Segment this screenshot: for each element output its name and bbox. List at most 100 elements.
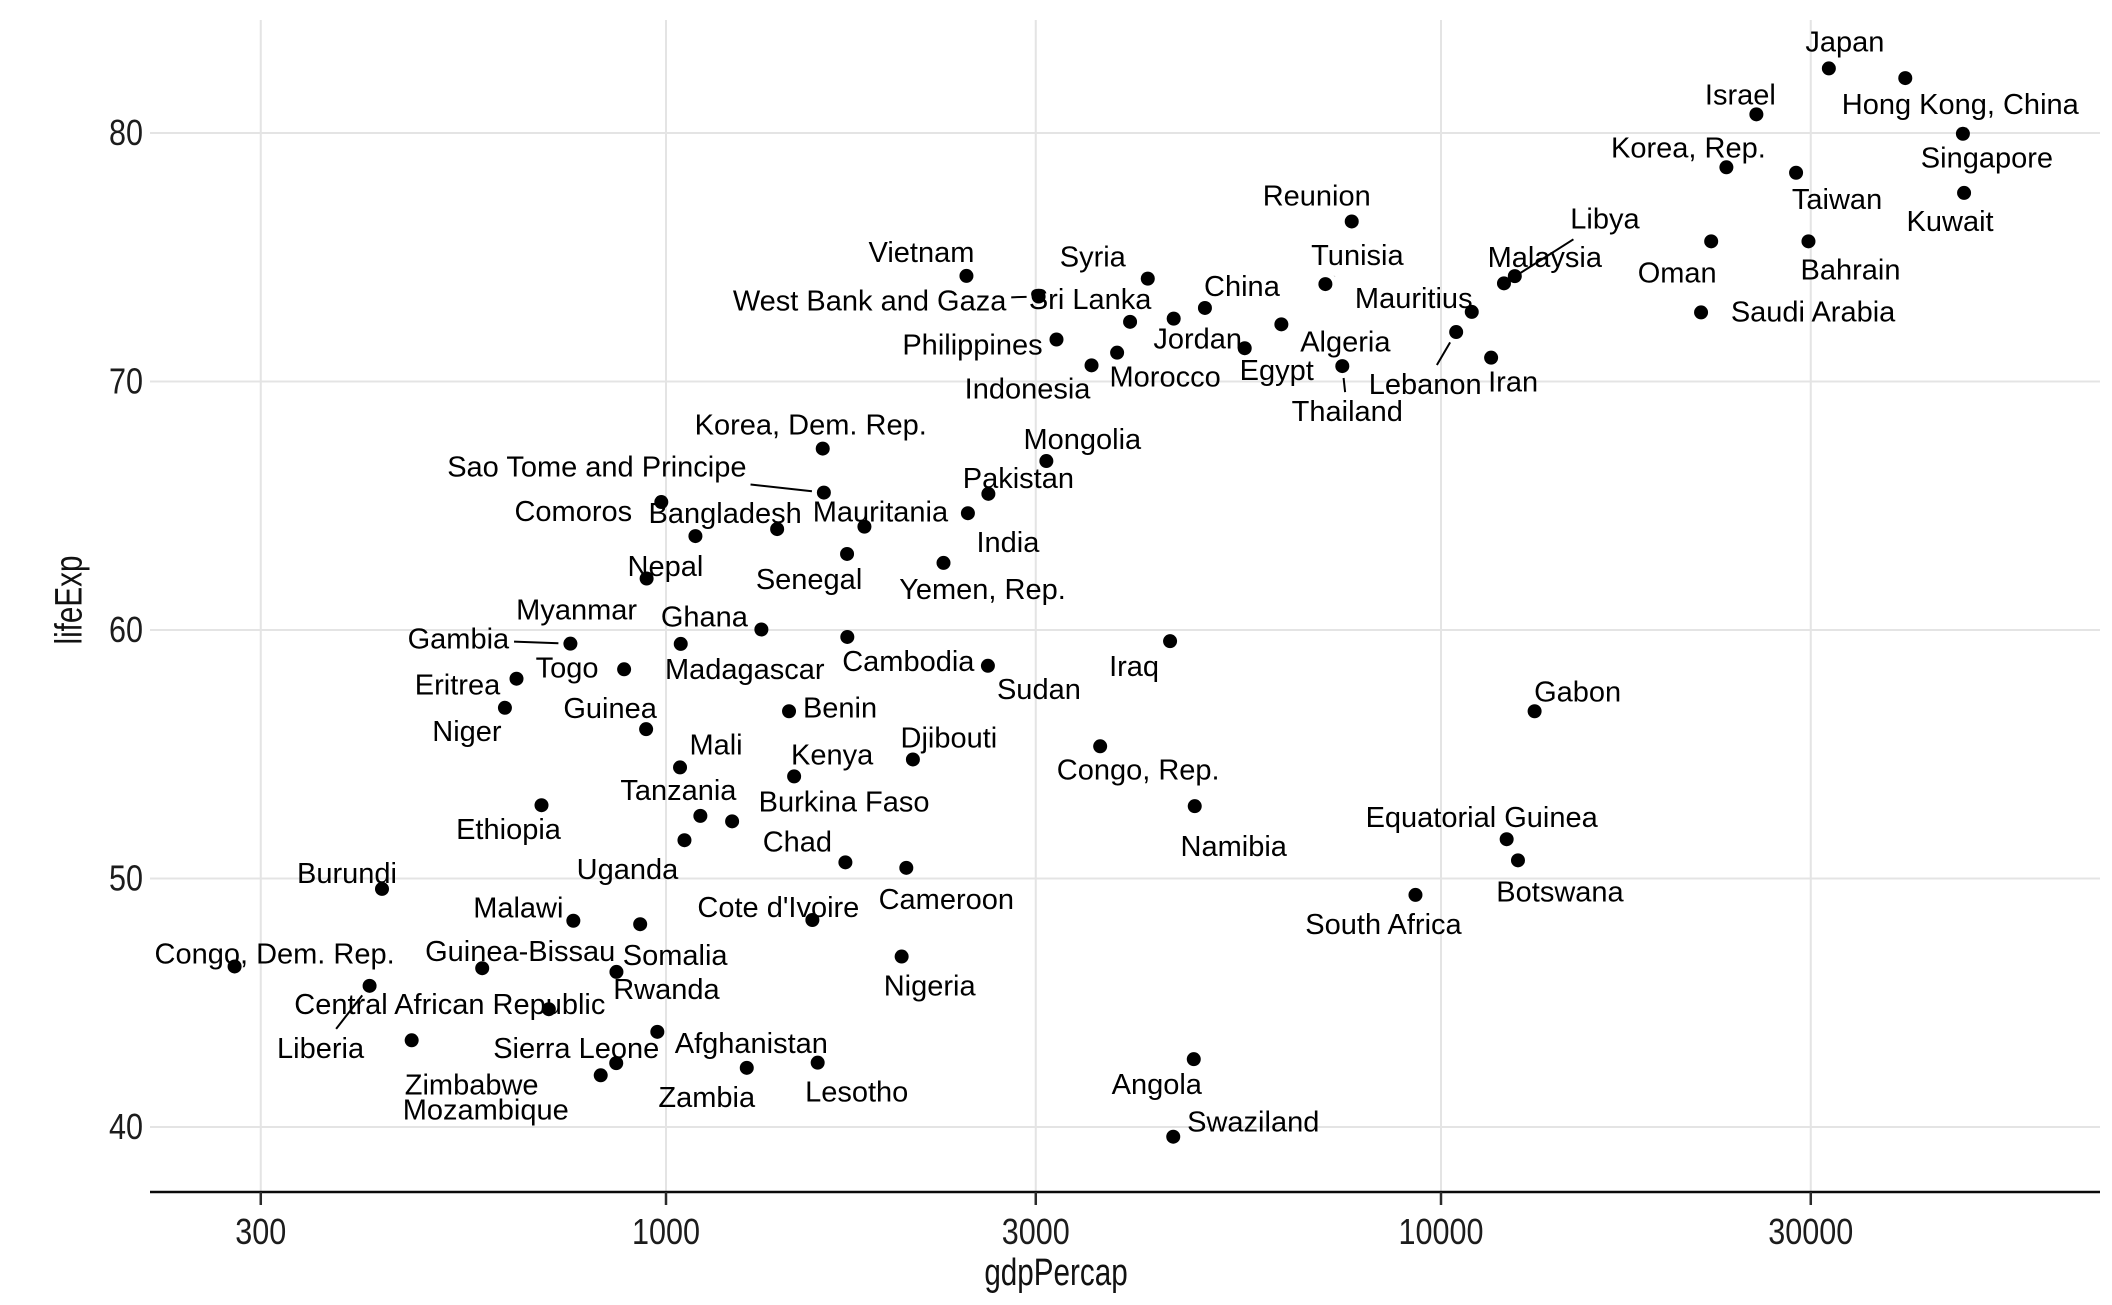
country-label: Iraq — [1109, 651, 1159, 683]
country-label: Benin — [803, 692, 877, 724]
country-label: Somalia — [623, 940, 729, 972]
country-label: Rwanda — [613, 974, 720, 1006]
data-point — [1789, 165, 1804, 180]
data-point — [770, 522, 785, 537]
data-point — [838, 855, 853, 870]
label-leader-line — [1342, 377, 1347, 393]
data-point — [725, 814, 740, 829]
data-point — [404, 1033, 419, 1048]
data-point — [840, 629, 855, 644]
data-point — [541, 1002, 556, 1017]
data-point — [1694, 305, 1709, 320]
data-point — [1801, 234, 1816, 249]
country-label: Oman — [1638, 257, 1717, 289]
country-label: Senegal — [756, 564, 862, 596]
data-point — [1507, 269, 1522, 284]
country-label: Malawi — [473, 893, 563, 925]
data-point — [787, 769, 802, 784]
data-point — [1484, 350, 1499, 365]
data-point — [815, 441, 830, 456]
country-label: Sao Tome and Principe — [447, 452, 746, 484]
y-tick-label: 50 — [109, 858, 143, 899]
data-point — [633, 917, 648, 932]
data-point — [509, 671, 524, 686]
country-label: Zambia — [658, 1082, 756, 1114]
label-leader-line — [335, 994, 364, 1030]
data-point — [609, 964, 624, 979]
country-label: Togo — [536, 652, 599, 684]
data-point — [936, 555, 951, 570]
country-label: Tunisia — [1311, 240, 1404, 272]
country-label: Yemen, Rep. — [899, 574, 1066, 606]
data-point — [894, 949, 909, 964]
data-point — [609, 1056, 624, 1071]
country-label: Philippines — [902, 330, 1042, 362]
data-point — [1166, 1129, 1181, 1144]
country-label: Lesotho — [805, 1077, 908, 1109]
data-point — [980, 658, 995, 673]
label-leader-line — [514, 640, 559, 645]
country-label: Nigeria — [884, 971, 977, 1003]
data-point — [1197, 300, 1212, 315]
country-label: Bahrain — [1800, 254, 1900, 286]
data-point — [673, 760, 688, 775]
data-point — [1955, 126, 1970, 141]
country-label: Tanzania — [620, 775, 737, 807]
data-point — [1166, 311, 1181, 326]
data-point — [1527, 704, 1542, 719]
data-point — [1408, 887, 1423, 902]
country-label: Chad — [763, 826, 832, 858]
country-label: Afghanistan — [675, 1028, 828, 1060]
country-label: Mauritius — [1355, 283, 1473, 315]
data-point — [654, 495, 669, 510]
country-label: Syria — [1060, 242, 1127, 274]
country-label: Burkina Faso — [759, 786, 930, 818]
country-label: Cote d'Ivoire — [697, 892, 859, 924]
data-point — [374, 881, 389, 896]
x-tick-label: 3000 — [1002, 1211, 1070, 1252]
country-label: Egypt — [1240, 355, 1314, 387]
label-leader-line — [750, 483, 813, 493]
country-label: Cambodia — [842, 646, 975, 678]
country-label: Cameroon — [879, 884, 1014, 916]
data-point — [563, 636, 578, 651]
country-label: Angola — [1112, 1069, 1203, 1101]
labels-layer: Japan Hong Kong, China Israel Singapore Kore… — [155, 26, 2080, 1138]
country-label: Kenya — [791, 739, 874, 771]
label-leader-line — [1513, 238, 1574, 278]
country-label: Saudi Arabia — [1731, 296, 1896, 328]
country-label: Central African Republic — [294, 989, 605, 1021]
country-label: Comoros — [514, 496, 632, 528]
axis-layer: 300 1000 3000 10000 30000 40 50 60 70 80 — [109, 112, 2100, 1252]
data-point — [1318, 277, 1333, 292]
data-point — [1957, 185, 1972, 200]
data-point — [1110, 345, 1125, 360]
country-label: Thailand — [1292, 396, 1403, 428]
data-point — [1496, 276, 1511, 291]
country-label: Namibia — [1181, 831, 1288, 863]
country-label: Gabon — [1534, 676, 1621, 708]
data-point — [639, 571, 654, 586]
country-label: Swaziland — [1187, 1107, 1319, 1139]
data-point — [739, 1060, 754, 1075]
country-label: Israel — [1705, 79, 1776, 111]
data-point — [1186, 1052, 1201, 1067]
label-leader-line — [1436, 341, 1451, 366]
x-tick-label: 1000 — [632, 1211, 700, 1252]
country-label: Libya — [1570, 203, 1640, 235]
country-label: West Bank and Gaza — [733, 286, 1007, 318]
country-label: Reunion — [1263, 180, 1371, 212]
country-label: Equatorial Guinea — [1366, 802, 1599, 834]
country-label: Botswana — [1496, 876, 1624, 908]
data-point — [840, 546, 855, 561]
country-label: Bangladesh — [649, 498, 802, 530]
y-tick-label: 60 — [109, 609, 143, 650]
country-label: Morocco — [1110, 362, 1221, 394]
country-label: Mali — [689, 729, 742, 761]
y-tick-label: 40 — [109, 1106, 143, 1147]
data-point — [1749, 107, 1764, 122]
country-label: Mongolia — [1024, 424, 1143, 456]
data-point — [1344, 214, 1359, 229]
data-point — [1140, 271, 1155, 286]
